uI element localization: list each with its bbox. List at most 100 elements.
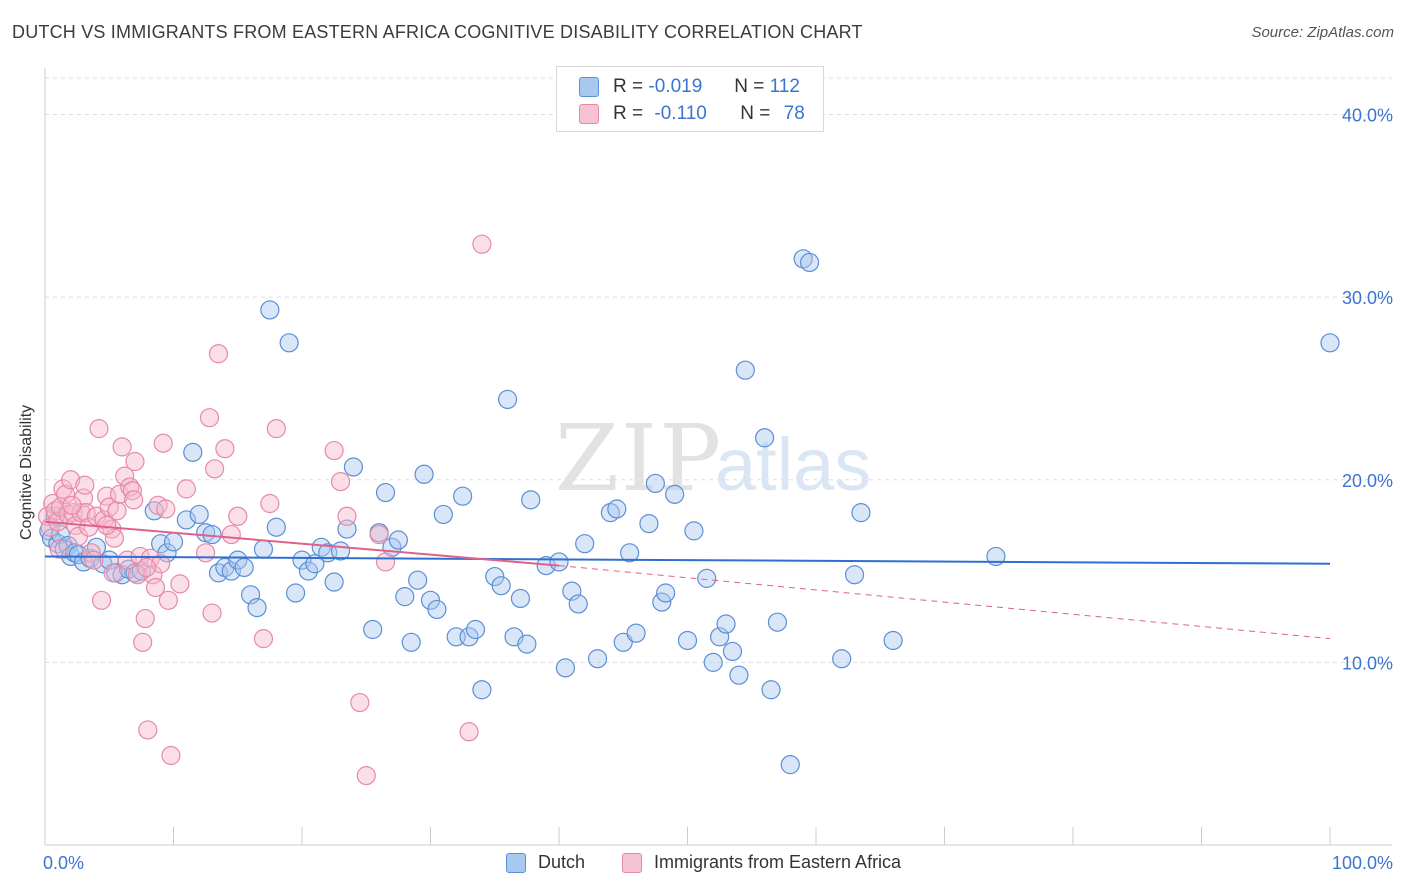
dutch-point-5 — [54, 539, 74, 559]
eafrica-n-value: 78 — [783, 103, 805, 124]
eastern-africa-point-67 — [369, 524, 389, 545]
dutch-point-43 — [305, 554, 325, 574]
dutch-point-94 — [703, 652, 723, 672]
dutch-r-value: -0.019 — [648, 76, 703, 97]
eastern-africa-legend-swatch — [622, 852, 642, 873]
dutch-point-41 — [292, 550, 312, 570]
eastern-africa-point-77 — [136, 557, 157, 578]
dutch-point-57 — [408, 570, 428, 590]
dutch-point-32 — [228, 550, 248, 570]
dutch-point-58 — [414, 464, 434, 484]
eastern-africa-point-71 — [97, 515, 117, 536]
series-legend: Dutch Immigrants from Eastern Africa — [0, 852, 1406, 878]
eastern-africa-point-7 — [55, 484, 76, 504]
dutch-point-36 — [253, 539, 274, 559]
eastern-africa-point-18 — [84, 550, 104, 570]
eastern-africa-point-45 — [153, 433, 173, 453]
eastern-africa-point-42 — [145, 577, 166, 598]
dutch-point-37 — [260, 300, 280, 320]
y-tick-label-40: 40.0% — [1342, 106, 1393, 126]
eastern-africa-point-55 — [208, 344, 229, 364]
eastern-africa-point-58 — [228, 506, 248, 526]
dutch-point-72 — [517, 634, 537, 654]
eastern-africa-point-70 — [472, 234, 492, 254]
dutch-point-103 — [780, 755, 800, 775]
axes-layer — [44, 68, 1392, 846]
trendlines — [44, 520, 1331, 640]
eastern-africa-point-44 — [151, 554, 171, 574]
dutch-point-46 — [324, 572, 344, 592]
dutch-point-61 — [433, 504, 453, 525]
legend-row-dutch: R = -0.019 N = 112 — [579, 75, 800, 99]
dutch-point-33 — [234, 557, 254, 578]
eastern-africa-trendline-2 — [558, 565, 1331, 640]
dutch-point-85 — [626, 623, 646, 643]
dutch-point-71 — [510, 588, 531, 609]
legend-row-eastern-africa: R = -0.110 N = 78 — [579, 102, 805, 126]
dutch-point-108 — [851, 503, 871, 523]
eastern-africa-point-31 — [117, 550, 137, 570]
eastern-africa-point-54 — [205, 459, 225, 479]
dutch-n-value: 112 — [769, 76, 800, 97]
legend-item-eastern-africa[interactable]: Immigrants from Eastern Africa — [622, 852, 901, 873]
eastern-africa-point-51 — [196, 543, 216, 563]
eastern-africa-point-69 — [459, 722, 479, 742]
eastern-africa-point-27 — [107, 501, 127, 521]
dutch-point-82 — [607, 499, 627, 519]
dutch-point-89 — [656, 583, 676, 603]
dutch-point-63 — [453, 486, 473, 506]
dutch-point-81 — [600, 503, 621, 523]
eastern-africa-point-75 — [49, 539, 69, 559]
dutch-point-105 — [799, 252, 820, 273]
watermark-zip: ZIP — [555, 405, 723, 512]
eastern-africa-swatch — [579, 104, 599, 124]
dutch-point-49 — [343, 457, 363, 477]
dutch-point-100 — [754, 428, 775, 448]
eastern-africa-point-9 — [61, 470, 81, 490]
eastern-africa-point-46 — [156, 499, 176, 519]
dutch-point-86 — [639, 513, 659, 534]
eastern-africa-point-74 — [62, 495, 82, 515]
dutch-point-93 — [697, 568, 717, 588]
eastern-africa-point-61 — [266, 419, 286, 439]
eastern-africa-point-52 — [199, 408, 220, 428]
dutch-point-68 — [491, 576, 511, 596]
dutch-point-78 — [568, 594, 588, 614]
dutch-point-102 — [767, 612, 788, 632]
dutch-point-98 — [729, 665, 749, 685]
eafrica-r-label: R = — [613, 103, 644, 124]
eastern-africa-point-50 — [176, 479, 196, 499]
dutch-point-101 — [761, 680, 781, 700]
dutch-point-69 — [498, 389, 518, 410]
eastern-africa-point-37 — [133, 632, 153, 652]
dutch-point-87 — [645, 473, 665, 494]
dutch-n-label: N = — [734, 76, 765, 97]
dutch-point-109 — [883, 630, 903, 651]
dutch-point-106 — [832, 649, 852, 669]
eastern-africa-point-57 — [221, 524, 241, 545]
eastern-africa-point-76 — [103, 563, 123, 583]
tick-labels: 10.0% 20.0% 30.0% 40.0% 0.0% 100.0% — [43, 106, 1393, 873]
dutch-legend-label: Dutch — [538, 852, 586, 872]
dutch-point-79 — [575, 534, 595, 554]
dutch-point-92 — [684, 521, 704, 541]
stats-legend: R = -0.019 N = 112 R = -0.110 N = 78 — [556, 66, 824, 132]
dutch-point-56 — [401, 632, 421, 652]
y-tick-label-20: 20.0% — [1342, 471, 1393, 491]
eastern-africa-point-21 — [91, 590, 112, 610]
dutch-point-38 — [266, 517, 286, 537]
dutch-point-40 — [285, 583, 306, 603]
dutch-r-label: R = — [613, 76, 644, 97]
eastern-africa-point-34 — [125, 451, 145, 472]
eastern-africa-point-29 — [112, 437, 132, 457]
legend-item-dutch[interactable]: Dutch — [506, 852, 585, 873]
dutch-point-99 — [735, 360, 755, 380]
eafrica-n-label: N = — [740, 103, 771, 124]
eastern-africa-point-68 — [375, 552, 396, 572]
dutch-point-97 — [722, 641, 743, 662]
dutch-point-111 — [1320, 333, 1340, 353]
dutch-point-54 — [388, 530, 408, 550]
eafrica-r-value: -0.110 — [654, 103, 707, 124]
eastern-africa-legend-label: Immigrants from Eastern Africa — [654, 852, 902, 872]
dutch-point-90 — [665, 484, 685, 504]
